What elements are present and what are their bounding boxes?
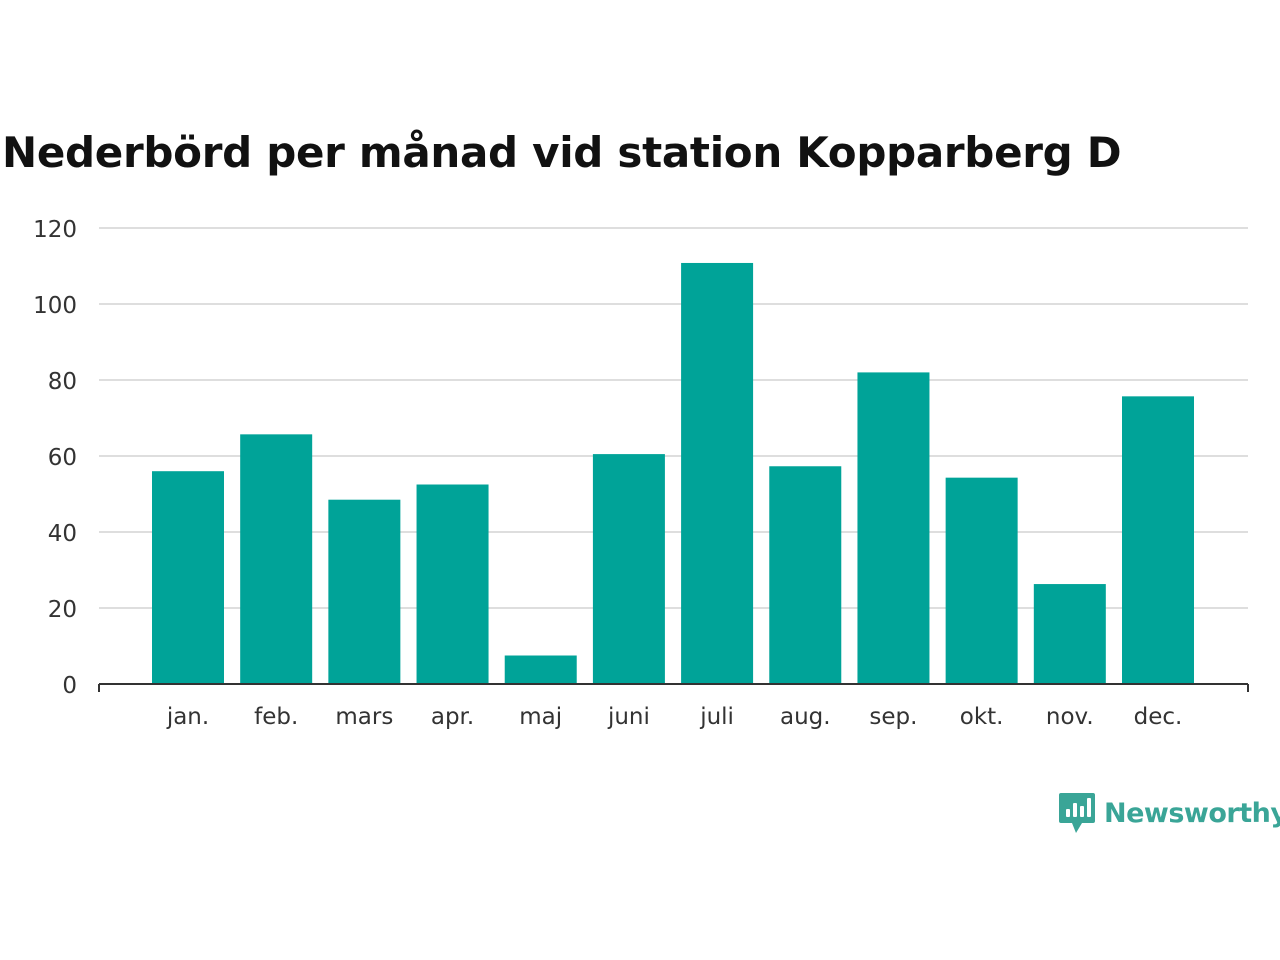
bar-jan bbox=[152, 471, 224, 684]
newsworthy-logo: Newsworthy bbox=[1058, 790, 1280, 836]
x-tick-label: nov. bbox=[1046, 704, 1094, 730]
bars bbox=[152, 262, 1194, 684]
y-tick-label: 100 bbox=[33, 293, 77, 319]
x-tick-label: feb. bbox=[254, 704, 298, 730]
bar-apr bbox=[416, 484, 489, 684]
x-tick-label: okt. bbox=[960, 704, 1004, 730]
x-tick-label: jan. bbox=[166, 704, 209, 730]
y-tick-label: 80 bbox=[48, 369, 77, 395]
x-axis-tick-labels: jan. feb. mars apr. maj juni juli aug. sep. okt. n… bbox=[166, 704, 1183, 730]
x-tick-label: mars bbox=[335, 704, 393, 730]
x-tick-label: sep. bbox=[869, 704, 917, 730]
y-axis-tick-labels: 0 20 40 60 80 100 120 bbox=[33, 217, 77, 699]
x-tick-label: aug. bbox=[780, 704, 831, 730]
chart-title: Nederbörd per månad vid station Kopparbe… bbox=[2, 128, 1122, 177]
bar-aug bbox=[769, 466, 842, 684]
bar-nov bbox=[1033, 584, 1106, 684]
y-tick-label: 20 bbox=[48, 597, 77, 623]
bar-maj bbox=[504, 655, 577, 684]
bar-okt bbox=[945, 477, 1018, 684]
y-tick-label: 60 bbox=[48, 445, 77, 471]
bar-juni bbox=[592, 454, 665, 684]
bar-sep bbox=[857, 372, 930, 684]
newsworthy-logo-icon bbox=[1059, 793, 1095, 833]
x-tick-label: maj bbox=[519, 704, 562, 730]
y-tick-label: 0 bbox=[62, 673, 77, 699]
x-tick-label: dec. bbox=[1134, 704, 1183, 730]
y-tick-label: 120 bbox=[33, 217, 77, 243]
bar-juli bbox=[681, 262, 754, 684]
bar-dec bbox=[1122, 396, 1194, 684]
x-tick-label: juli bbox=[699, 704, 734, 730]
bar-feb bbox=[240, 434, 313, 684]
x-axis bbox=[98, 683, 1249, 692]
x-tick-label: juni bbox=[607, 704, 650, 730]
y-tick-label: 40 bbox=[48, 521, 77, 547]
bar-mars bbox=[328, 499, 401, 684]
brand-name: Newsworthy bbox=[1104, 797, 1280, 829]
x-tick-label: apr. bbox=[431, 704, 474, 730]
